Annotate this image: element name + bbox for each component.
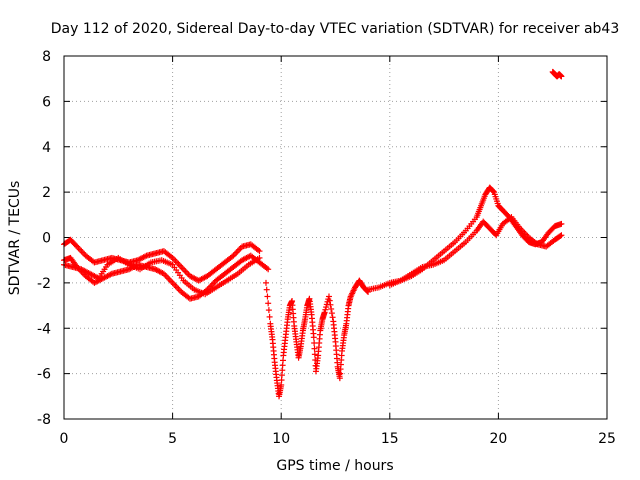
y-tick-label: 8 — [42, 49, 51, 65]
data-point-dip-region — [328, 305, 335, 312]
data-point-dip-region — [321, 309, 328, 316]
chart-title: Day 112 of 2020, Sidereal Day-to-day VTE… — [51, 21, 620, 37]
y-tick-label: -2 — [37, 276, 51, 292]
x-tick-label: 0 — [60, 431, 69, 447]
data-point-dip-region — [327, 301, 334, 308]
data-point-dip-region — [264, 293, 271, 300]
y-tick-label: -4 — [37, 321, 51, 337]
data-point-outlier-cluster — [558, 73, 565, 80]
data-point-dip-region — [263, 286, 270, 293]
x-tick-label: 25 — [598, 431, 616, 447]
y-tick-label: 0 — [42, 231, 51, 247]
y-tick-label: -6 — [37, 367, 51, 383]
data-point-track-a — [265, 266, 272, 273]
data-point-dip-region — [265, 300, 272, 307]
data-point-dip-region — [329, 314, 336, 321]
x-tick-label: 20 — [489, 431, 507, 447]
x-tick-label: 5 — [168, 431, 177, 447]
ticks-layer: 0 5 10 15 20 25 -8 -6 -4 -2 0 2 4 6 8 — [37, 49, 616, 447]
y-axis-label: SDTVAR / TECUs — [7, 181, 23, 296]
x-tick-label: 10 — [272, 431, 290, 447]
data-point-rise-region — [490, 188, 497, 195]
data-point-dip-region — [265, 307, 272, 314]
grid-layer — [64, 56, 607, 419]
y-tick-label: 4 — [42, 140, 51, 156]
data-point-rise-region — [558, 220, 565, 227]
data-point-dip-region — [326, 297, 333, 304]
data-point-track-c — [256, 254, 263, 261]
data-point-dip-region — [325, 293, 332, 300]
data-point-dip-region — [262, 279, 269, 286]
data-point-dip-region — [310, 334, 317, 341]
data-point-track-b — [256, 248, 263, 255]
data-point-dip-region — [311, 345, 318, 352]
data-point-rise-region-lower — [558, 232, 565, 239]
data-point-dip-region — [328, 310, 335, 317]
x-axis-label: GPS time / hours — [276, 458, 393, 474]
data-point-dip-region — [311, 339, 318, 346]
data-point-dip-region — [311, 351, 318, 358]
y-tick-label: 6 — [42, 94, 51, 110]
x-tick-label: 15 — [381, 431, 399, 447]
data-marks — [61, 68, 565, 400]
data-point-dip-region — [266, 313, 273, 320]
data-point-dip-region — [323, 304, 330, 311]
y-tick-label: -8 — [37, 412, 51, 428]
plot-frame — [63, 55, 608, 420]
data-point-dip-region — [322, 306, 329, 313]
data-point-rise-region-lower — [557, 232, 564, 239]
y-tick-label: 2 — [42, 185, 51, 201]
